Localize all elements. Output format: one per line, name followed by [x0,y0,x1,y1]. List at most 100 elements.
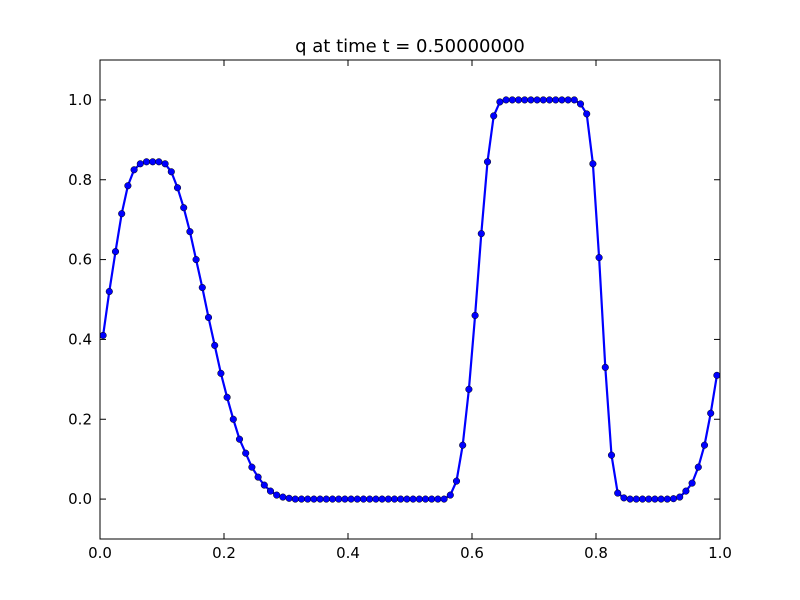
data-point [266,487,275,495]
data-point [223,393,231,401]
data-point [669,495,678,503]
data-point [211,341,219,349]
plot-frame [99,59,721,540]
y-tick-label: 0.2 [68,410,92,428]
data-point [279,493,287,501]
data-point [595,254,603,262]
data-point [465,385,473,393]
data-point [415,495,423,503]
data-point [254,473,262,481]
data-point [663,495,671,503]
data-point [632,495,640,503]
data-point [614,489,622,497]
data-point [601,363,609,371]
data-point [682,487,690,495]
data-point [316,495,324,503]
data-point [508,96,516,104]
data-point [390,495,399,503]
x-tick-label: 0.0 [88,544,112,562]
data-point [155,158,163,166]
y-tick-label: 0.8 [68,171,92,189]
data-point [322,495,330,503]
data-point [167,168,175,176]
data-point [347,495,355,503]
data-point [421,495,430,503]
data-point [676,493,684,501]
data-point [452,477,461,485]
data-point [235,435,244,443]
data-point [564,96,572,104]
data-point [192,256,200,264]
data-point [477,230,485,238]
data-point [397,495,405,503]
data-point [471,311,479,320]
data-point [490,112,498,120]
data-point [403,495,411,503]
data-point [483,158,492,166]
data-point [651,495,659,503]
data-point [124,182,132,190]
data-point [700,441,709,449]
data-point [341,495,349,503]
y-tick-label: 0.0 [68,490,92,508]
data-point [521,96,529,104]
data-point [359,495,368,503]
data-point [688,479,696,487]
data-point [291,495,299,503]
data-point [198,283,206,292]
data-point [353,495,361,503]
data-point [626,495,634,503]
data-point [607,451,616,459]
data-point [434,495,442,503]
data-point [620,494,628,502]
y-tick-label: 0.6 [68,251,92,269]
data-point [694,463,702,471]
x-tick-label: 0.2 [212,544,236,562]
data-point [713,371,721,379]
data-point [310,495,318,503]
data-point [99,331,107,339]
data-point [366,495,374,503]
data-point [204,313,213,322]
data-point [645,495,653,503]
data-point [576,100,585,108]
data-point [161,160,169,168]
data-point [428,495,436,503]
chart-title: q at time t = 0.50000000 [295,36,525,57]
data-point [180,204,188,212]
data-point [260,481,268,489]
data-point [707,409,715,417]
data-point [583,110,591,118]
data-point [229,415,237,423]
data-point [248,463,256,471]
data-point [130,166,138,174]
data-point [304,495,312,503]
data-point [328,495,337,503]
data-point [570,96,578,104]
data-point [242,449,250,457]
data-point [136,160,144,168]
data-point [335,495,343,503]
data-point [527,96,535,104]
data-point [657,495,665,503]
data-point [142,158,151,166]
x-tick-label: 1.0 [708,544,732,562]
x-tick-label: 0.4 [336,544,360,562]
data-point [533,96,541,104]
data-point [118,210,126,218]
x-tick-label: 0.6 [460,544,484,562]
data-point [372,495,380,503]
x-tick-label: 0.8 [584,544,608,562]
data-point [459,441,467,449]
data-point [446,491,454,499]
data-point [273,491,281,499]
data-point [589,160,597,168]
y-tick-label: 1.0 [68,91,92,109]
data-point [186,228,194,236]
data-point [545,96,554,104]
data-point [502,96,510,104]
data-point [149,158,157,166]
data-point [539,96,547,104]
